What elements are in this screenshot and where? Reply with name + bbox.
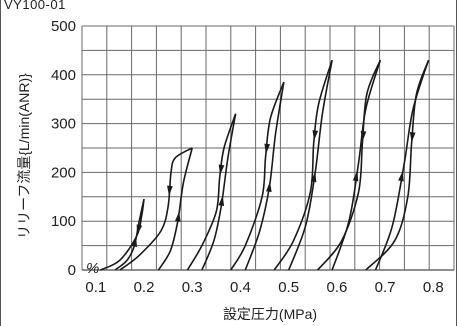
curve-layer — [100, 59, 430, 271]
axis-break-symbol: % — [86, 260, 99, 277]
chart-header-label: VY100-01 — [4, 0, 66, 12]
series-2-down-arrow — [167, 185, 173, 197]
x-tick-label: 0.2 — [134, 279, 155, 296]
series-5-up-arrow — [310, 171, 317, 183]
series-4-up-arrow — [266, 181, 272, 193]
y-tick-label: 0 — [68, 262, 76, 279]
x-tick-label: 0.5 — [278, 279, 299, 296]
series-3-falling-curve — [186, 113, 237, 271]
x-tick-label: 0.3 — [182, 279, 203, 296]
y-tick-label: 300 — [51, 116, 76, 133]
series-5-falling-curve — [273, 59, 333, 271]
series-7-rising-curve — [374, 59, 430, 271]
y-tick-label: 400 — [51, 67, 76, 84]
series-1-rising-curve — [114, 199, 145, 271]
series-3-up-arrow — [218, 195, 225, 207]
series-1-down-arrow — [136, 224, 143, 236]
series-2-rising-curve — [157, 147, 193, 271]
series-6-falling-curve — [316, 59, 382, 271]
series-6-up-arrow — [352, 170, 359, 182]
series-2-up-arrow — [174, 211, 181, 222]
series-3-down-arrow — [218, 164, 225, 176]
series-4-down-arrow — [264, 143, 271, 155]
series-7-down-arrow — [409, 132, 416, 143]
series-7-falling-curve — [365, 59, 430, 271]
y-tick-label: 500 — [51, 18, 76, 35]
x-tick-label: 0.4 — [230, 279, 251, 296]
series-6-rising-curve — [331, 59, 382, 271]
x-tick-label: 0.1 — [85, 279, 106, 296]
x-tick-label: 0.8 — [423, 279, 444, 296]
series-6-down-arrow — [360, 130, 367, 142]
y-tick-label: 200 — [51, 164, 76, 181]
x-tick-label: 0.6 — [326, 279, 347, 296]
series-2-falling-curve — [119, 147, 193, 271]
series-3-rising-curve — [201, 113, 237, 271]
series-1-falling-curve — [100, 199, 145, 271]
series-7-up-arrow — [398, 170, 404, 182]
series-5-down-arrow — [312, 130, 319, 141]
series-4-falling-curve — [230, 81, 285, 271]
x-tick-label: 0.7 — [375, 279, 396, 296]
y-axis-label: リリーフ流量{L/min(ANR)} — [16, 73, 32, 239]
y-tick-label: 100 — [51, 213, 76, 230]
series-1-up-arrow — [131, 236, 137, 248]
x-axis-label: 設定圧力(MPa) — [222, 306, 318, 322]
tick-layer: 0 100 200 300 400 500 0.1 0.2 0.3 0.4 0.5 0.6 0.7 0.8… — [51, 18, 444, 296]
